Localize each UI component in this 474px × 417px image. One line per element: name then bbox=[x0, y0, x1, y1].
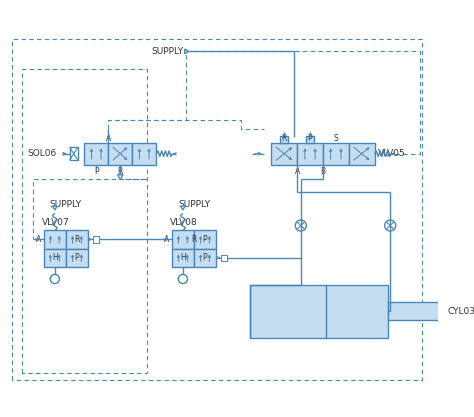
Bar bbox=[172, 249, 194, 267]
Text: CYL03: CYL03 bbox=[447, 307, 474, 316]
Text: A: A bbox=[164, 235, 169, 244]
Bar bbox=[280, 136, 288, 143]
Bar bbox=[221, 254, 227, 261]
Text: SUPPLY: SUPPLY bbox=[50, 200, 82, 209]
Text: SUPPLY: SUPPLY bbox=[178, 200, 210, 209]
Text: A: A bbox=[294, 167, 300, 176]
Bar bbox=[70, 147, 78, 160]
Bar bbox=[271, 143, 297, 165]
Text: R: R bbox=[118, 167, 123, 176]
Text: R: R bbox=[282, 133, 287, 143]
Bar bbox=[44, 230, 66, 249]
Polygon shape bbox=[181, 206, 185, 210]
Text: P: P bbox=[74, 253, 79, 262]
Text: A: A bbox=[106, 134, 111, 143]
Bar bbox=[194, 230, 216, 249]
Bar bbox=[172, 230, 194, 249]
Text: B: B bbox=[320, 167, 326, 176]
Text: R: R bbox=[74, 235, 80, 244]
Polygon shape bbox=[185, 49, 189, 54]
Bar bbox=[194, 249, 216, 267]
Text: SUPPLY: SUPPLY bbox=[152, 47, 184, 56]
Text: P: P bbox=[308, 133, 312, 143]
Bar bbox=[108, 143, 132, 165]
Text: VLV05: VLV05 bbox=[378, 149, 406, 158]
Text: VLV07: VLV07 bbox=[42, 218, 70, 227]
Text: VLV08: VLV08 bbox=[170, 218, 198, 227]
Bar bbox=[306, 136, 314, 143]
Bar bbox=[388, 302, 444, 320]
Bar bbox=[44, 249, 66, 267]
Polygon shape bbox=[118, 175, 123, 179]
Text: S: S bbox=[333, 133, 338, 143]
Text: P: P bbox=[203, 235, 207, 244]
Text: P: P bbox=[94, 167, 99, 176]
Text: R: R bbox=[191, 235, 197, 244]
Text: A: A bbox=[36, 235, 41, 244]
Text: SOL06: SOL06 bbox=[27, 149, 56, 158]
Bar bbox=[84, 143, 108, 165]
Bar bbox=[297, 143, 323, 165]
Bar bbox=[66, 249, 88, 267]
Bar bbox=[323, 143, 349, 165]
Bar bbox=[132, 143, 156, 165]
Text: H: H bbox=[180, 253, 186, 262]
Bar bbox=[66, 230, 88, 249]
Polygon shape bbox=[53, 206, 57, 210]
Text: P: P bbox=[203, 253, 207, 262]
Bar bbox=[349, 143, 374, 165]
Text: H: H bbox=[52, 253, 58, 262]
Bar bbox=[92, 236, 99, 243]
Bar bbox=[250, 284, 388, 338]
